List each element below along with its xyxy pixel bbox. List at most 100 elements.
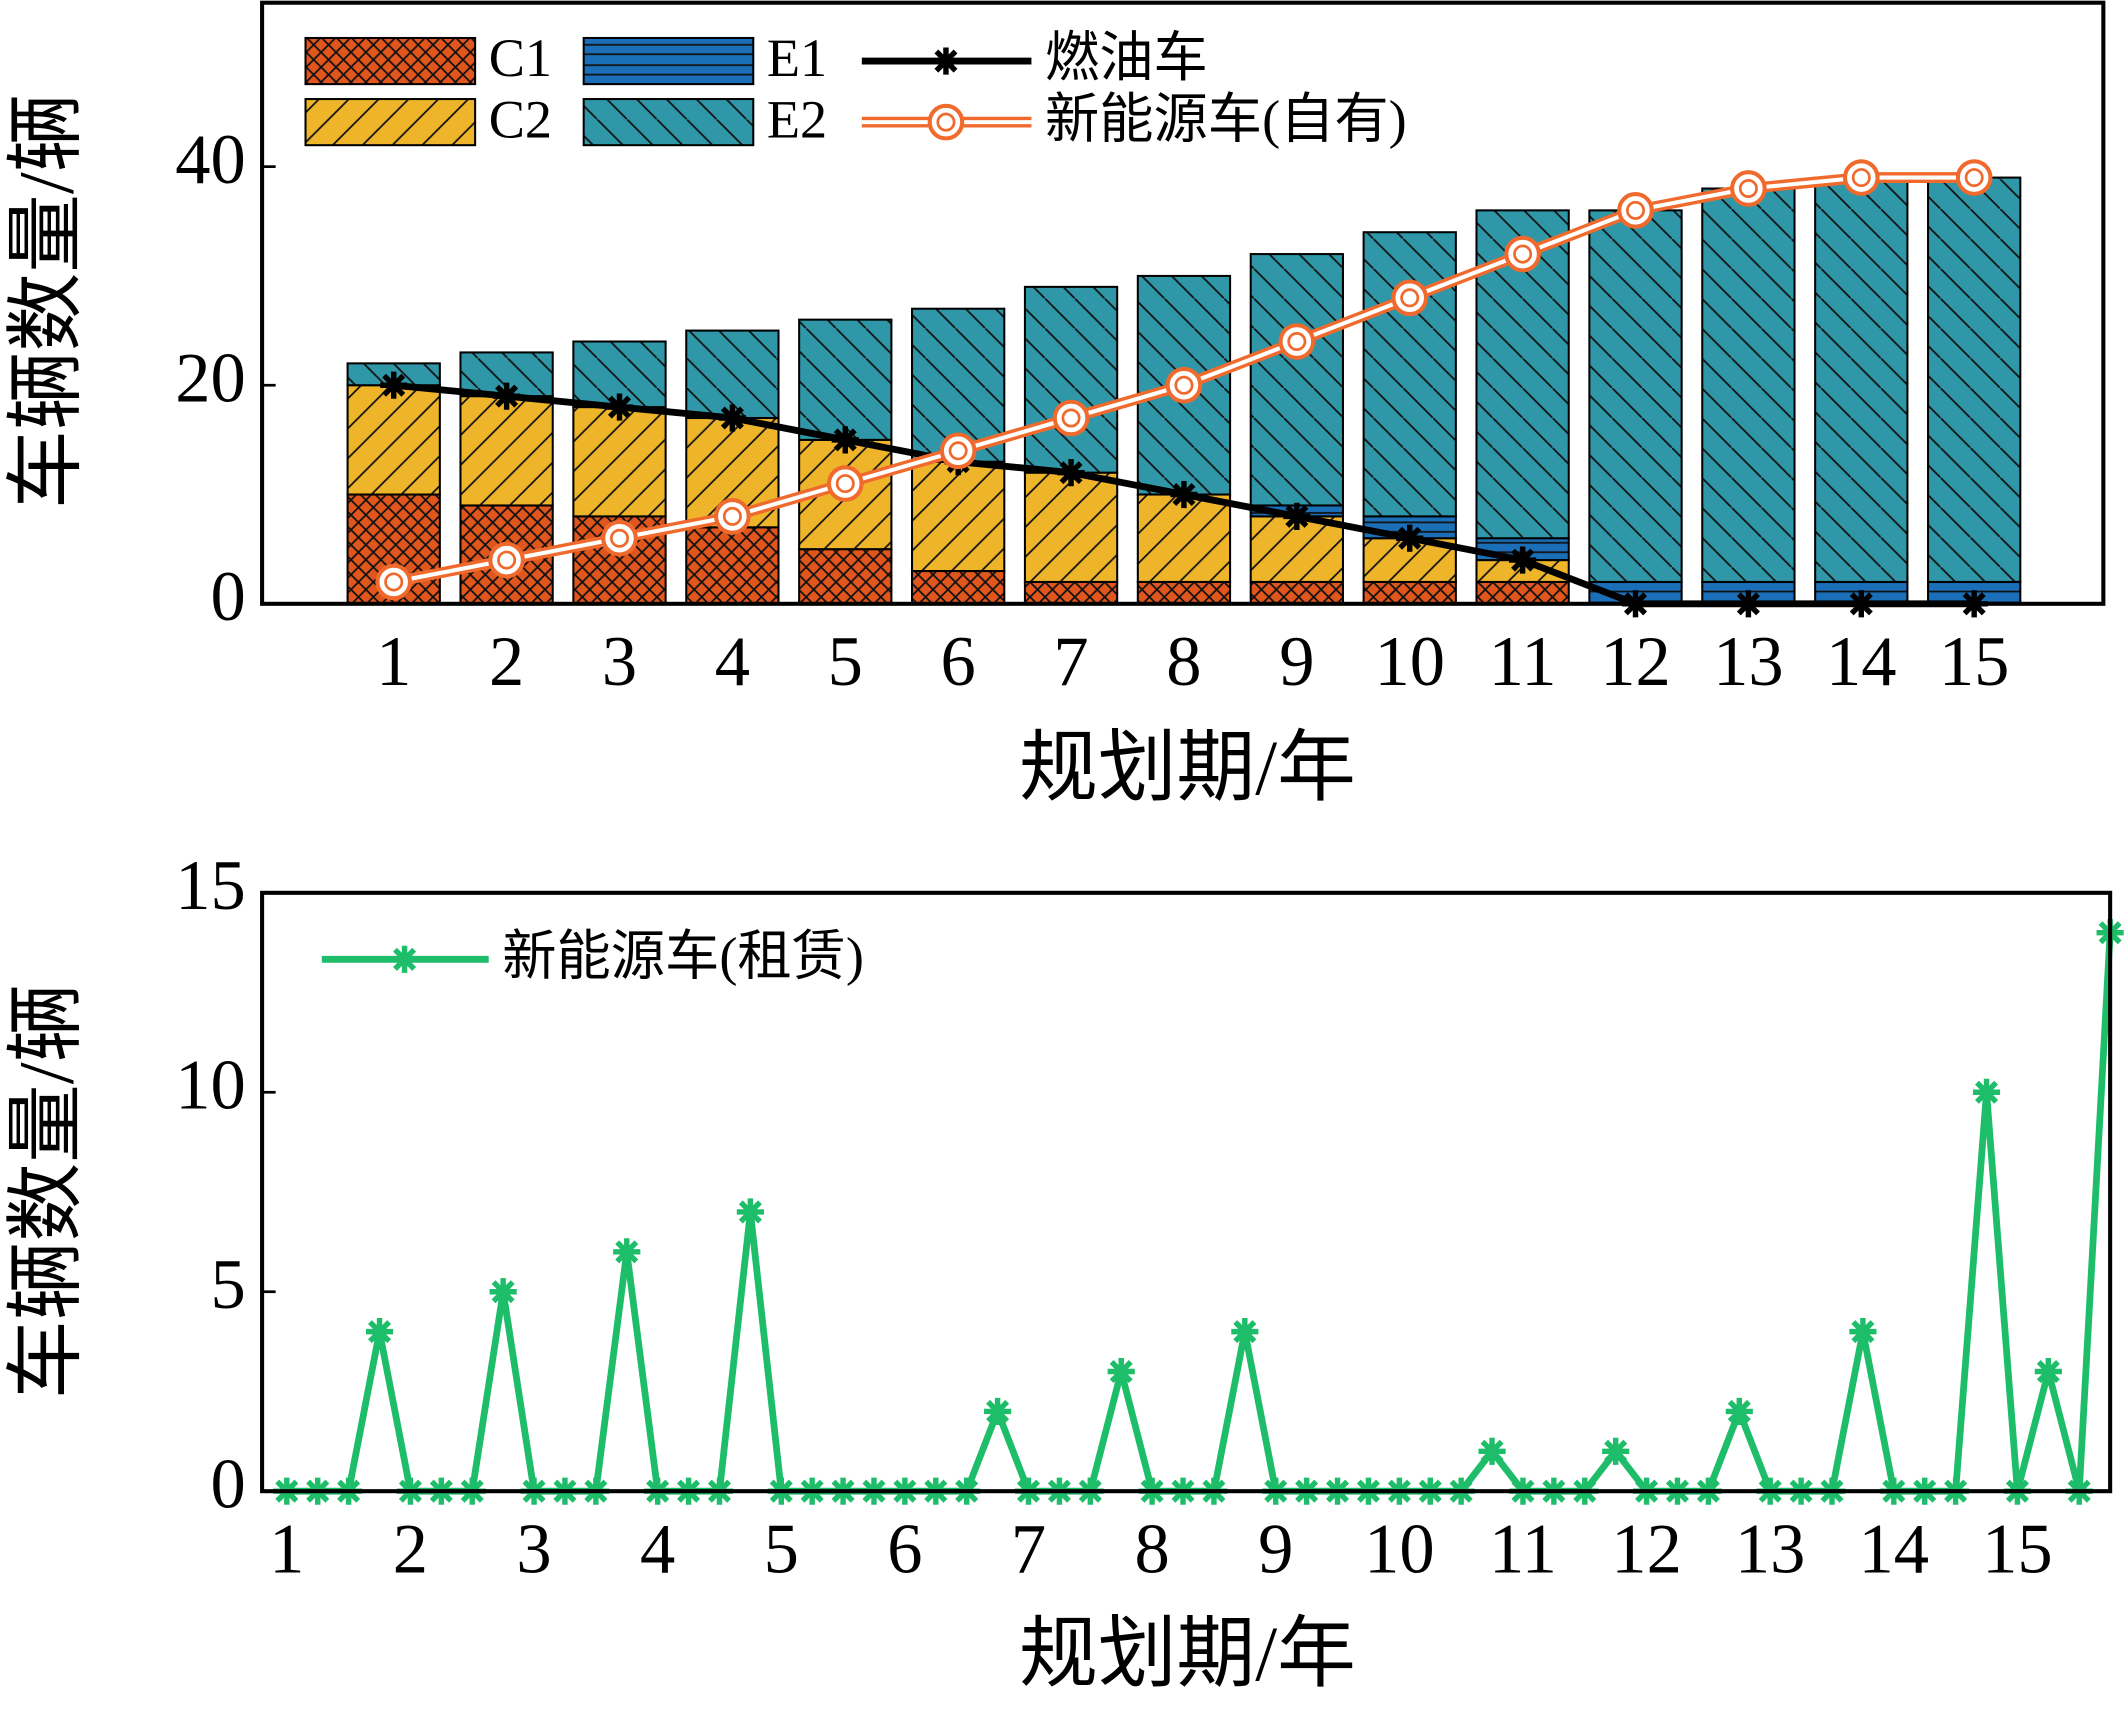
legend-patch xyxy=(304,98,477,147)
x-tick-label: 12 xyxy=(1611,1511,1682,1589)
bar-segment xyxy=(1814,176,1909,583)
x-tick-label: 4 xyxy=(640,1511,675,1589)
x-tick-label: 6 xyxy=(887,1511,922,1589)
x-tick-label: 11 xyxy=(1489,1511,1557,1589)
x-tick-label: 6 xyxy=(941,623,976,701)
legend-marker xyxy=(927,103,965,141)
marker xyxy=(1972,1078,2001,1106)
marker-inner xyxy=(1174,375,1194,395)
marker xyxy=(1955,159,1993,196)
bar-segment xyxy=(1136,493,1232,583)
bar-segment xyxy=(685,329,780,420)
marker xyxy=(831,426,859,454)
bar-segment xyxy=(346,384,441,496)
legend-label: E2 xyxy=(767,89,827,149)
x-tick-label: 15 xyxy=(1982,1511,2053,1589)
y-tick-label: 5 xyxy=(211,1246,246,1324)
bar-segment xyxy=(1701,187,1796,583)
x-tick-label: 10 xyxy=(1364,1511,1435,1589)
y-tick-label: 40 xyxy=(175,121,246,199)
bar-segment xyxy=(911,460,1006,573)
x-tick-label: 1 xyxy=(269,1511,304,1589)
bar-segment xyxy=(1136,580,1232,605)
legend-label: C1 xyxy=(489,28,552,88)
marker xyxy=(1725,1397,1753,1425)
marker xyxy=(1170,480,1198,509)
marker xyxy=(613,1238,641,1266)
legend-label: E1 xyxy=(767,28,827,88)
marker xyxy=(489,1278,517,1306)
marker-inner xyxy=(1851,168,1871,188)
y-tick-label: 10 xyxy=(175,1046,246,1124)
x-tick-label: 4 xyxy=(715,623,750,701)
legend-label: C2 xyxy=(489,89,552,149)
marker xyxy=(1278,323,1316,360)
x-tick-label: 3 xyxy=(602,623,637,701)
y-axis-label: 车辆数量/辆 xyxy=(4,984,91,1399)
marker xyxy=(1504,235,1541,273)
x-tick-label: 5 xyxy=(764,1511,799,1589)
x-tick-label: 2 xyxy=(489,623,524,701)
marker xyxy=(1057,459,1085,487)
marker-inner xyxy=(1287,332,1307,352)
marker-inner xyxy=(1513,244,1533,264)
marker-inner xyxy=(1400,288,1420,308)
bar-segment xyxy=(798,548,893,605)
x-tick-label: 7 xyxy=(1011,1511,1046,1589)
legend-marker xyxy=(390,945,419,973)
marker-inner xyxy=(1626,200,1646,220)
bar-segment xyxy=(1927,176,2022,583)
marker xyxy=(984,1397,1012,1425)
x-axis-label: 规划期/年 xyxy=(1019,1611,1356,1698)
legend-marker-inner xyxy=(936,112,956,132)
bar-segment xyxy=(459,395,554,507)
x-tick-label: 1 xyxy=(376,623,411,701)
y-tick-label: 15 xyxy=(175,847,246,925)
bar-segment xyxy=(1023,471,1119,583)
marker-inner xyxy=(1061,408,1081,428)
x-tick-label: 11 xyxy=(1489,623,1557,701)
marker xyxy=(488,541,525,579)
y-axis-label: 车辆数量/辆 xyxy=(4,94,91,509)
legend-label: 新能源车(自有) xyxy=(1045,89,1407,149)
bar-segment xyxy=(572,406,667,518)
x-tick-label: 9 xyxy=(1258,1511,1293,1589)
x-tick-label: 8 xyxy=(1166,623,1201,701)
y-tick-label: 0 xyxy=(211,1445,246,1523)
marker xyxy=(1478,1437,1506,1465)
bar-segment xyxy=(798,318,893,441)
marker xyxy=(1165,366,1203,404)
marker-inner xyxy=(948,441,968,461)
x-tick-label: 9 xyxy=(1279,623,1314,701)
marker xyxy=(2034,1357,2062,1386)
marker-inner xyxy=(722,506,742,526)
x-tick-label: 15 xyxy=(1939,623,2010,701)
marker xyxy=(1842,159,1880,196)
x-tick-label: 7 xyxy=(1053,623,1088,701)
plot-frame xyxy=(260,0,2106,606)
x-tick-label: 12 xyxy=(1600,623,1671,701)
marker xyxy=(1602,1437,1630,1465)
x-tick-label: 8 xyxy=(1134,1511,1169,1589)
marker xyxy=(1617,192,1654,229)
marker xyxy=(365,1318,394,1346)
bar-segment xyxy=(1249,253,1344,507)
x-tick-label: 3 xyxy=(516,1511,551,1589)
x-tick-label: 14 xyxy=(1826,623,1897,701)
marker xyxy=(493,382,521,410)
marker xyxy=(1509,546,1537,574)
marker-inner xyxy=(1738,179,1758,199)
marker-inner xyxy=(497,550,517,570)
marker xyxy=(718,404,746,432)
marker xyxy=(736,1198,764,1226)
bar-segment xyxy=(911,569,1006,605)
x-tick-label: 13 xyxy=(1713,623,1784,701)
marker xyxy=(714,498,751,535)
marker xyxy=(1730,170,1767,207)
marker xyxy=(605,393,634,421)
legend-marker xyxy=(932,47,960,75)
marker xyxy=(1107,1357,1135,1386)
x-tick-label: 10 xyxy=(1374,623,1445,701)
bar-segment xyxy=(1588,209,1683,583)
